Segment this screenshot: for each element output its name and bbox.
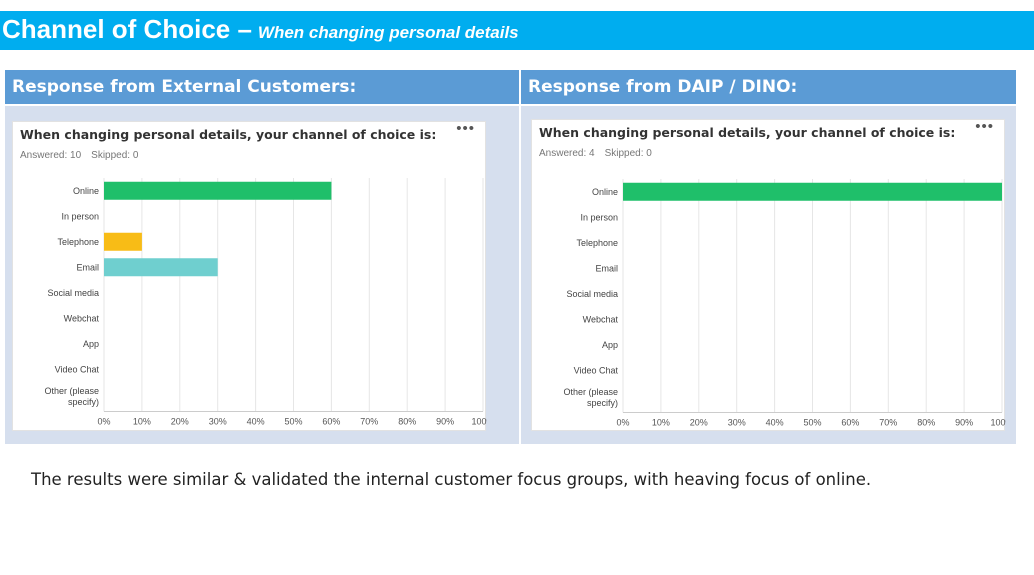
category-label: specify) [587, 398, 618, 408]
footnote-text: The results were similar & validated the… [31, 470, 872, 489]
category-label: Webchat [64, 313, 100, 323]
category-label: Telephone [576, 238, 618, 248]
x-tick-label: 20% [171, 417, 189, 427]
x-tick-label: 90% [436, 417, 454, 427]
x-tick-label: 80% [398, 417, 416, 427]
x-tick-label: 10% [133, 417, 151, 427]
category-label: Social media [566, 289, 618, 299]
category-label: In person [580, 212, 618, 222]
category-label: Webchat [583, 314, 619, 324]
category-label: Online [592, 187, 618, 197]
bar [104, 258, 218, 277]
response-meta: Answered: 10 Skipped: 0 [20, 150, 148, 161]
answered-count: Answered: 10 [20, 150, 82, 161]
right-panel-body: When changing personal details, your cha… [521, 106, 1016, 444]
category-label: Social media [47, 288, 99, 298]
slide-subtitle: When changing personal details [257, 23, 519, 42]
category-label: Email [595, 263, 618, 273]
x-tick-label: 0% [616, 418, 629, 428]
question-title: When changing personal details, your cha… [539, 125, 956, 140]
category-label: Video Chat [574, 365, 619, 375]
bar [104, 181, 332, 200]
x-tick-label: 80% [917, 418, 935, 428]
survey-card-daip: When changing personal details, your cha… [531, 118, 1006, 431]
x-tick-label: 70% [879, 418, 897, 428]
category-label: App [602, 340, 618, 350]
x-tick-label: 60% [841, 418, 859, 428]
x-tick-label: 60% [322, 417, 340, 427]
x-tick-label: 10% [652, 418, 670, 428]
category-label: Telephone [57, 237, 99, 247]
category-label: specify) [68, 397, 99, 407]
x-tick-label: 40% [247, 417, 265, 427]
bar [104, 232, 142, 251]
x-tick-label: 0% [97, 417, 110, 427]
x-tick-label: 50% [284, 417, 302, 427]
more-options-icon[interactable]: ••• [456, 120, 475, 137]
category-label: Other (please [44, 386, 99, 396]
x-tick-label: 100% [990, 418, 1006, 428]
skipped-count: Skipped: 0 [91, 150, 139, 161]
bar-chart-external: 0% 10% 20% 30% 40% 50% 60% 70% 80% 90% 100% Online I… [44, 178, 487, 427]
category-label: Other (please [563, 387, 618, 397]
x-tick-label: 100% [471, 417, 487, 427]
left-panel-body: When changing personal details, your cha… [5, 106, 519, 444]
question-title: When changing personal details, your cha… [20, 127, 437, 142]
x-tick-label: 50% [803, 418, 821, 428]
bar-chart-daip: 0% 10% 20% 30% 40% 50% 60% 70% 80% 90% 100% Online I… [563, 179, 1006, 428]
x-tick-label: 70% [360, 417, 378, 427]
survey-card-external: When changing personal details, your cha… [12, 120, 487, 431]
response-meta: Answered: 4 Skipped: 0 [539, 148, 662, 159]
x-tick-label: 30% [728, 418, 746, 428]
category-label: Video Chat [55, 364, 100, 374]
category-label: Email [76, 262, 99, 272]
category-label: App [83, 339, 99, 349]
x-tick-label: 20% [690, 418, 708, 428]
slide-title-bar: Channel of Choice – When changing persona… [0, 11, 1034, 50]
right-panel-header: Response from DAIP / DINO: [521, 70, 1016, 104]
category-label: Online [73, 186, 99, 196]
skipped-count: Skipped: 0 [604, 148, 652, 159]
left-panel-header: Response from External Customers: [5, 70, 519, 104]
slide-title: Channel of Choice – When changing persona… [2, 14, 519, 45]
more-options-icon[interactable]: ••• [975, 118, 994, 135]
slide-title-text: Channel of Choice – [2, 14, 252, 44]
x-tick-label: 90% [955, 418, 973, 428]
x-tick-label: 40% [766, 418, 784, 428]
category-label: In person [61, 211, 99, 221]
answered-count: Answered: 4 [539, 148, 595, 159]
bar [623, 182, 1002, 201]
x-tick-label: 30% [209, 417, 227, 427]
